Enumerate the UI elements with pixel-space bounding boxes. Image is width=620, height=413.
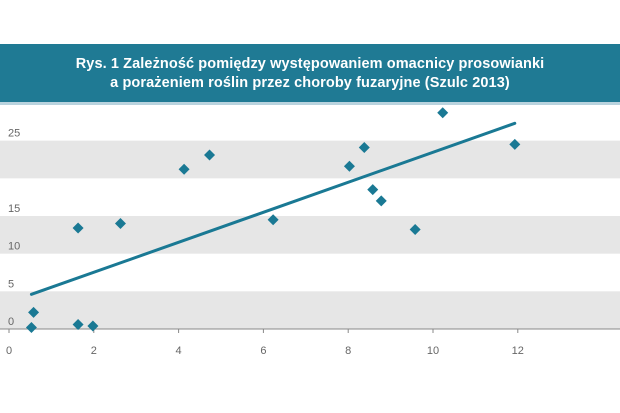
y-tick-label: 5 bbox=[8, 278, 14, 290]
data-point bbox=[367, 184, 379, 196]
y-tick-label: 0 bbox=[8, 316, 14, 328]
chart-subtitle: a porażeniem roślin przez choroby fuzary… bbox=[110, 75, 510, 91]
background-band bbox=[0, 140, 620, 179]
chart-title-banner: Rys. 1 Zależność pomiędzy występowaniem … bbox=[0, 44, 620, 105]
x-tick-label: 0 bbox=[6, 345, 12, 357]
data-point bbox=[409, 224, 421, 236]
data-point bbox=[178, 163, 190, 175]
data-point bbox=[72, 318, 84, 330]
x-tick-label: 12 bbox=[512, 345, 524, 357]
background-band bbox=[0, 291, 620, 329]
y-tick-label: 25 bbox=[8, 128, 20, 140]
data-point bbox=[509, 138, 521, 150]
data-points bbox=[25, 107, 521, 333]
data-point bbox=[267, 214, 279, 226]
data-point bbox=[72, 222, 84, 234]
x-tick-label: 10 bbox=[427, 345, 439, 357]
data-point bbox=[114, 218, 126, 230]
background-band bbox=[0, 216, 620, 254]
background-bands bbox=[0, 140, 620, 329]
data-point bbox=[437, 107, 449, 119]
trendline bbox=[29, 121, 517, 296]
data-point bbox=[343, 160, 355, 172]
x-tick-label: 4 bbox=[176, 345, 182, 357]
x-tick-label: 8 bbox=[345, 345, 351, 357]
y-axis-ticks: 0 5 10 15 25 bbox=[8, 128, 20, 328]
trendline-layer bbox=[29, 121, 517, 296]
y-tick-label: 15 bbox=[8, 203, 20, 215]
data-point bbox=[375, 195, 387, 207]
x-tick-label: 6 bbox=[260, 345, 266, 357]
data-point bbox=[25, 321, 37, 333]
data-point bbox=[204, 149, 216, 161]
data-point bbox=[87, 320, 99, 332]
y-tick-label: 10 bbox=[8, 241, 20, 253]
x-tick-label: 2 bbox=[91, 345, 97, 357]
data-point bbox=[358, 141, 370, 153]
chart-title: Rys. 1 Zależność pomiędzy występowaniem … bbox=[75, 56, 545, 72]
x-axis-ticks: 0 2 4 6 8 10 12 bbox=[6, 329, 524, 357]
data-point bbox=[28, 306, 40, 318]
